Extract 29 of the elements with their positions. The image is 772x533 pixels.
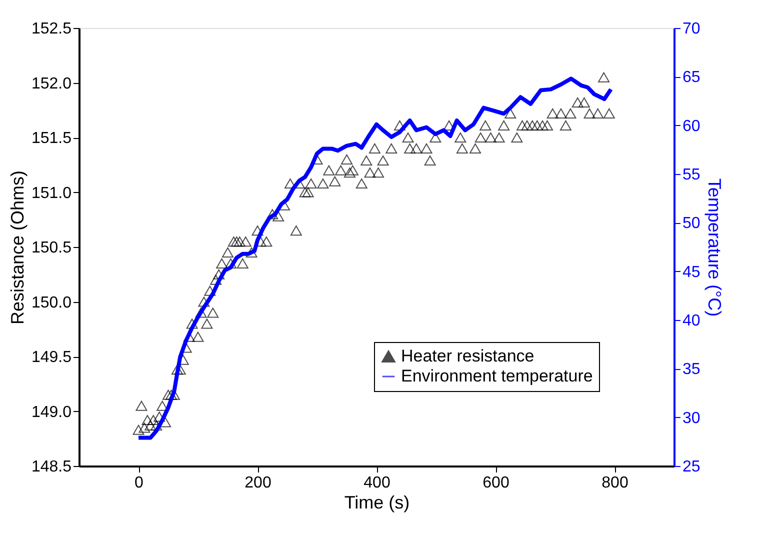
x-tick-label: 0 [134,474,144,492]
y2-tick-label: 60 [682,118,700,135]
y-tick-label: 152.0 [31,75,72,92]
y2-tick-label: 55 [682,166,700,184]
y-tick-label: 152.5 [31,20,72,38]
y-tick-label: 150.5 [31,240,72,256]
y2-tick-label: 45 [682,264,700,281]
y2-tick-label: 50 [682,215,700,232]
x-tick-label: 200 [244,474,272,492]
y2-tick-label: 70 [682,20,700,38]
y-tick-label: 149.5 [31,349,72,366]
x-tick-label: 600 [482,474,510,492]
y-tick-label: 151.5 [31,130,72,147]
y-tick-label: 148.5 [31,458,72,476]
x-tick-label: 400 [364,474,390,492]
y2-tick-label: 35 [682,361,700,378]
y2-tick-label: 25 [682,458,700,476]
legend-label: Environment temperature [401,366,593,386]
y-axis-title: Resistance (Ohms) [7,170,28,325]
y-tick-label: 149.0 [31,404,72,421]
y2-tick-label: 40 [682,312,700,330]
y2-tick-label: 30 [682,410,700,427]
x-axis-title: Time (s) [344,492,410,512]
y2-tick-label: 65 [682,69,700,86]
x-tick-label: 800 [602,474,628,492]
y2-axis-title: Temperature (°C) [704,178,724,317]
y-tick-label: 150.0 [31,294,72,312]
y-tick-label: 151.0 [31,184,72,202]
legend-label: Heater resistance [401,346,534,366]
